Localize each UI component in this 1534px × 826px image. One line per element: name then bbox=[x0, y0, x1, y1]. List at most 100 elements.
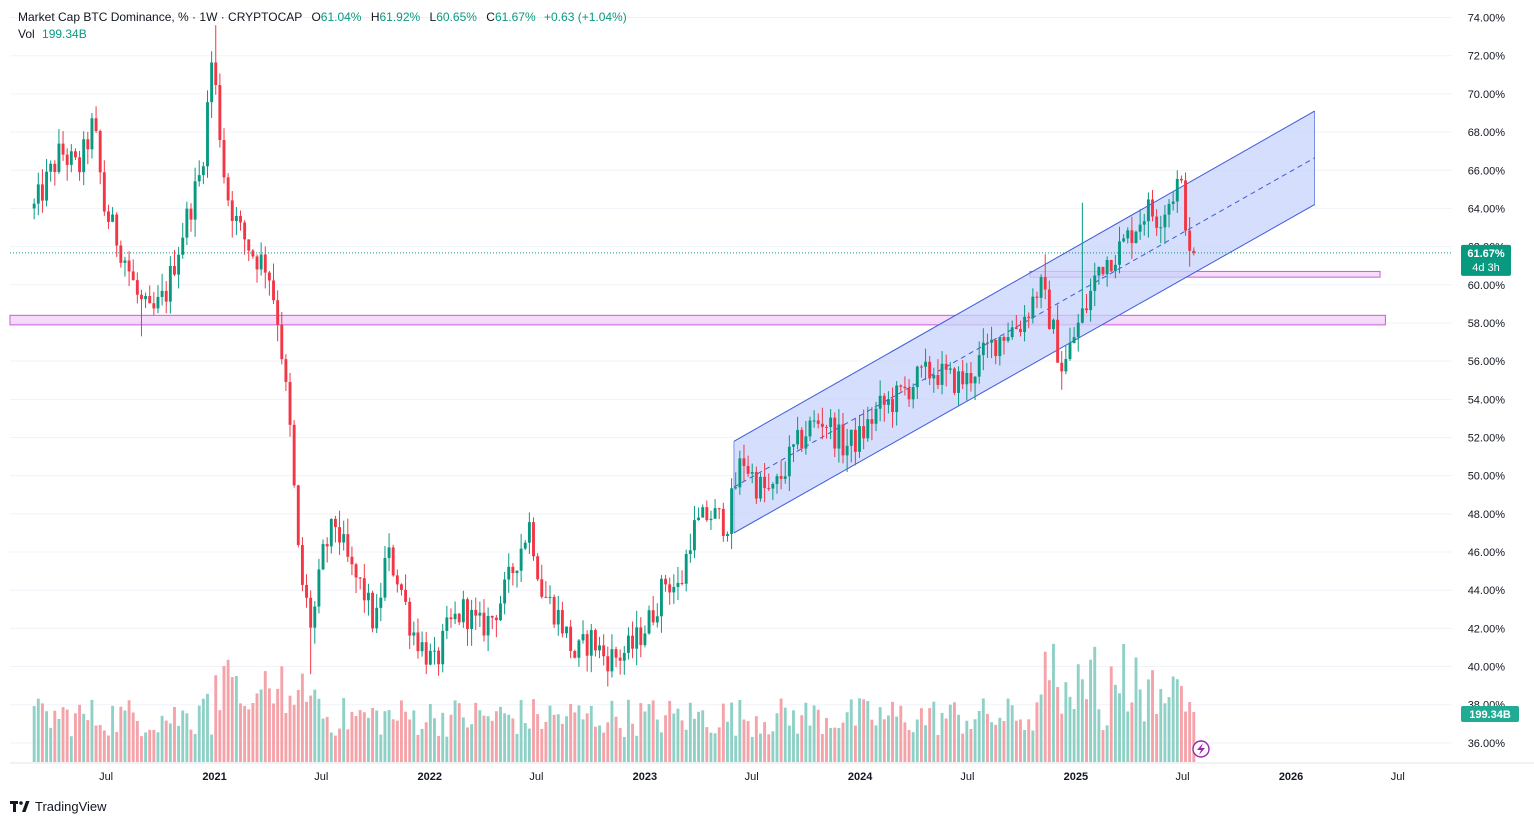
tradingview-logo[interactable]: TradingView bbox=[10, 799, 107, 814]
candle[interactable] bbox=[395, 569, 399, 593]
candle[interactable] bbox=[119, 240, 123, 268]
time-axis[interactable]: Jul 2021 Jul 2022 Jul 2023 Jul 2024 Jul 2025 Jul 20… bbox=[10, 762, 1534, 783]
candle[interactable] bbox=[1146, 192, 1150, 238]
candle[interactable] bbox=[944, 354, 948, 387]
candle[interactable] bbox=[1097, 266, 1101, 285]
candle[interactable] bbox=[387, 533, 391, 572]
candle[interactable] bbox=[940, 351, 944, 395]
candle[interactable] bbox=[453, 601, 457, 625]
candle[interactable] bbox=[676, 567, 680, 601]
candle[interactable] bbox=[1010, 320, 1014, 340]
candle[interactable] bbox=[589, 624, 593, 673]
candle[interactable] bbox=[478, 601, 482, 628]
candle[interactable] bbox=[763, 463, 767, 503]
candle[interactable] bbox=[329, 518, 333, 554]
candle[interactable] bbox=[416, 618, 420, 659]
candle[interactable] bbox=[820, 407, 824, 440]
candle[interactable] bbox=[111, 207, 115, 223]
candle[interactable] bbox=[263, 246, 267, 289]
candle[interactable] bbox=[1192, 247, 1196, 256]
candle[interactable] bbox=[523, 540, 527, 551]
candle[interactable] bbox=[1039, 274, 1043, 309]
candle[interactable] bbox=[305, 574, 308, 608]
candle[interactable] bbox=[1159, 215, 1163, 244]
candle[interactable] bbox=[1109, 259, 1113, 273]
candle[interactable] bbox=[726, 531, 729, 542]
candle[interactable] bbox=[82, 131, 86, 186]
candle[interactable] bbox=[400, 583, 403, 596]
candle[interactable] bbox=[853, 418, 857, 466]
candle[interactable] bbox=[177, 246, 181, 289]
candle[interactable] bbox=[358, 577, 362, 590]
candle[interactable] bbox=[891, 387, 894, 428]
candle[interactable] bbox=[1101, 266, 1105, 277]
candle[interactable] bbox=[1130, 216, 1134, 259]
candle[interactable] bbox=[701, 504, 705, 518]
candle[interactable] bbox=[288, 372, 292, 437]
candle[interactable] bbox=[866, 406, 870, 442]
candle[interactable] bbox=[986, 333, 989, 359]
candle[interactable] bbox=[730, 478, 734, 550]
candle[interactable] bbox=[507, 553, 511, 593]
candle[interactable] bbox=[1089, 278, 1093, 322]
candle[interactable] bbox=[36, 172, 40, 216]
candle[interactable] bbox=[713, 499, 717, 519]
candle[interactable] bbox=[907, 379, 911, 407]
candle[interactable] bbox=[503, 571, 507, 615]
candle[interactable] bbox=[738, 450, 742, 495]
candle[interactable] bbox=[181, 222, 185, 259]
candle[interactable] bbox=[1064, 345, 1068, 375]
candle[interactable] bbox=[779, 460, 783, 490]
candle[interactable] bbox=[948, 362, 952, 374]
candle[interactable] bbox=[86, 131, 90, 165]
candle[interactable] bbox=[928, 355, 932, 386]
candle[interactable] bbox=[965, 362, 969, 401]
candle[interactable] bbox=[152, 292, 156, 316]
candle[interactable] bbox=[1142, 213, 1146, 236]
candle[interactable] bbox=[655, 603, 659, 628]
candle[interactable] bbox=[961, 359, 965, 390]
candle[interactable] bbox=[697, 507, 701, 521]
candle[interactable] bbox=[754, 466, 758, 504]
candle[interactable] bbox=[924, 348, 927, 381]
candle[interactable] bbox=[1035, 291, 1039, 309]
candle[interactable] bbox=[767, 473, 771, 492]
candle[interactable] bbox=[424, 632, 428, 675]
candle[interactable] bbox=[342, 520, 346, 551]
candle[interactable] bbox=[428, 643, 432, 666]
candle[interactable] bbox=[680, 570, 684, 586]
candle[interactable] bbox=[1118, 226, 1121, 274]
candle[interactable] bbox=[899, 384, 903, 392]
candle[interactable] bbox=[494, 615, 498, 638]
candle[interactable] bbox=[796, 416, 800, 450]
candle[interactable] bbox=[540, 564, 544, 599]
candle[interactable] bbox=[618, 649, 622, 675]
candle[interactable] bbox=[107, 204, 110, 230]
candle[interactable] bbox=[218, 73, 222, 148]
candle[interactable] bbox=[201, 161, 205, 185]
candle[interactable] bbox=[490, 615, 494, 630]
candle[interactable] bbox=[1188, 217, 1192, 267]
candle[interactable] bbox=[243, 220, 247, 255]
candle[interactable] bbox=[313, 601, 317, 644]
candle[interactable] bbox=[808, 416, 812, 442]
candle[interactable] bbox=[1179, 175, 1183, 184]
candle[interactable] bbox=[709, 510, 713, 530]
candle[interactable] bbox=[812, 410, 816, 428]
candle[interactable] bbox=[1134, 230, 1138, 244]
candle[interactable] bbox=[957, 366, 961, 406]
candle[interactable] bbox=[144, 292, 148, 309]
candle[interactable] bbox=[1043, 254, 1047, 300]
candle[interactable] bbox=[437, 647, 441, 676]
candle[interactable] bbox=[792, 444, 795, 463]
candle[interactable] bbox=[631, 621, 634, 659]
candle[interactable] bbox=[573, 649, 577, 659]
candle[interactable] bbox=[664, 574, 668, 592]
candle[interactable] bbox=[878, 380, 882, 422]
candle[interactable] bbox=[482, 599, 486, 642]
candle[interactable] bbox=[1175, 170, 1179, 213]
lightning-icon[interactable] bbox=[1192, 740, 1210, 758]
candle[interactable] bbox=[457, 612, 461, 626]
candle[interactable] bbox=[614, 646, 618, 667]
candle[interactable] bbox=[643, 625, 647, 648]
